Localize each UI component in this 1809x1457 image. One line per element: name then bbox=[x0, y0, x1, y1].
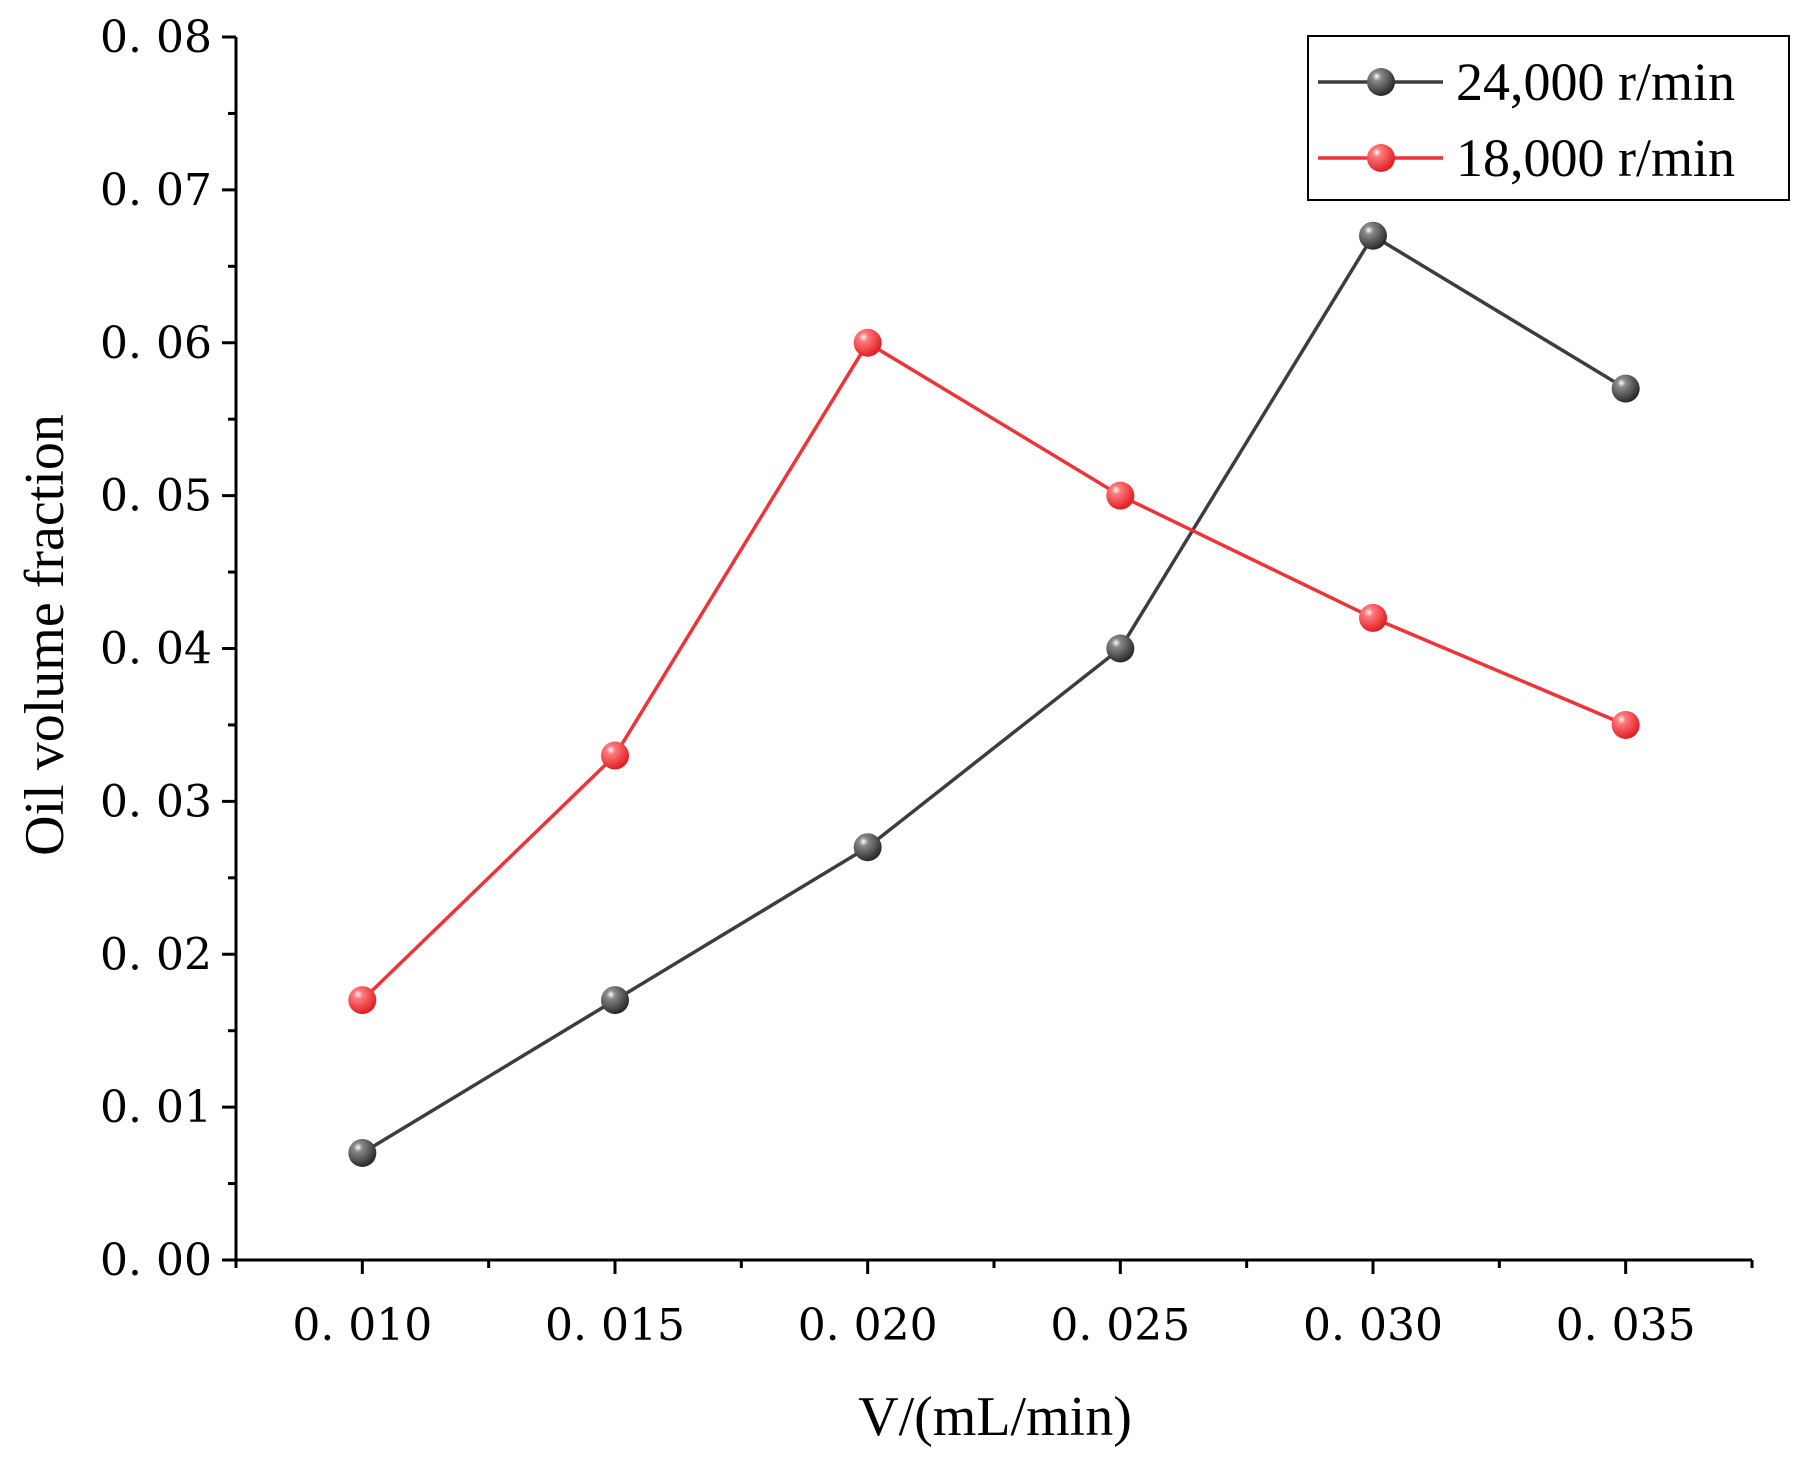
data-point bbox=[1611, 710, 1640, 739]
y-tick-label: 0. 07 bbox=[100, 165, 212, 216]
data-point bbox=[1106, 634, 1135, 663]
data-point bbox=[348, 1138, 377, 1167]
x-axis-ticks: 0. 010 0. 015 0. 020 0. 025 0. 030 0. 035 bbox=[234, 1260, 1754, 1351]
x-tick-label: 0. 020 bbox=[798, 1300, 938, 1351]
x-tick-label: 0. 025 bbox=[1050, 1300, 1190, 1351]
data-point bbox=[348, 986, 377, 1015]
series-line bbox=[361, 233, 1627, 1155]
y-axis-ticks: 0. 00 0. 01 0. 02 0. 03 0. 04 0. 05 0. 06 0. 07… bbox=[100, 12, 236, 1286]
legend-box bbox=[1307, 35, 1790, 201]
series-layer bbox=[348, 221, 1640, 1167]
y-tick-label: 0. 08 bbox=[100, 12, 212, 63]
y-tick-label: 0. 04 bbox=[100, 624, 212, 675]
legend-label-24000: 24,000 r/min bbox=[1456, 52, 1735, 112]
legend-marker-24000 bbox=[1367, 68, 1395, 96]
y-tick-label: 0. 03 bbox=[100, 776, 212, 827]
series-1 bbox=[348, 328, 1640, 1015]
y-tick-label: 0. 05 bbox=[100, 471, 212, 522]
y-tick-label: 0. 01 bbox=[100, 1082, 212, 1133]
data-point bbox=[1611, 374, 1640, 403]
axes bbox=[234, 37, 1752, 1262]
data-point bbox=[601, 741, 629, 770]
x-tick-label: 0. 030 bbox=[1303, 1300, 1443, 1351]
data-point bbox=[853, 833, 882, 862]
data-point bbox=[601, 986, 629, 1015]
y-tick-label: 0. 02 bbox=[100, 929, 212, 980]
y-axis-title: Oil volume fraction bbox=[14, 414, 76, 856]
x-tick-label: 0. 035 bbox=[1556, 1300, 1696, 1351]
data-point bbox=[1106, 481, 1135, 510]
x-tick-label: 0. 010 bbox=[292, 1300, 432, 1351]
legend-label-18000: 18,000 r/min bbox=[1456, 128, 1735, 188]
legend-marker-18000 bbox=[1367, 144, 1395, 172]
y-tick-label: 0. 06 bbox=[100, 318, 212, 369]
x-axis-title: V/(mL/min) bbox=[858, 1386, 1132, 1448]
legend: 24,000 r/min 18,000 r/min bbox=[1307, 35, 1790, 201]
y-tick-label: 0. 00 bbox=[100, 1235, 212, 1286]
series-0 bbox=[348, 221, 1640, 1167]
data-point bbox=[853, 328, 882, 357]
data-point bbox=[1359, 221, 1387, 250]
data-point bbox=[1359, 603, 1387, 632]
x-tick-label: 0. 015 bbox=[545, 1300, 685, 1351]
series-line bbox=[361, 341, 1627, 1002]
